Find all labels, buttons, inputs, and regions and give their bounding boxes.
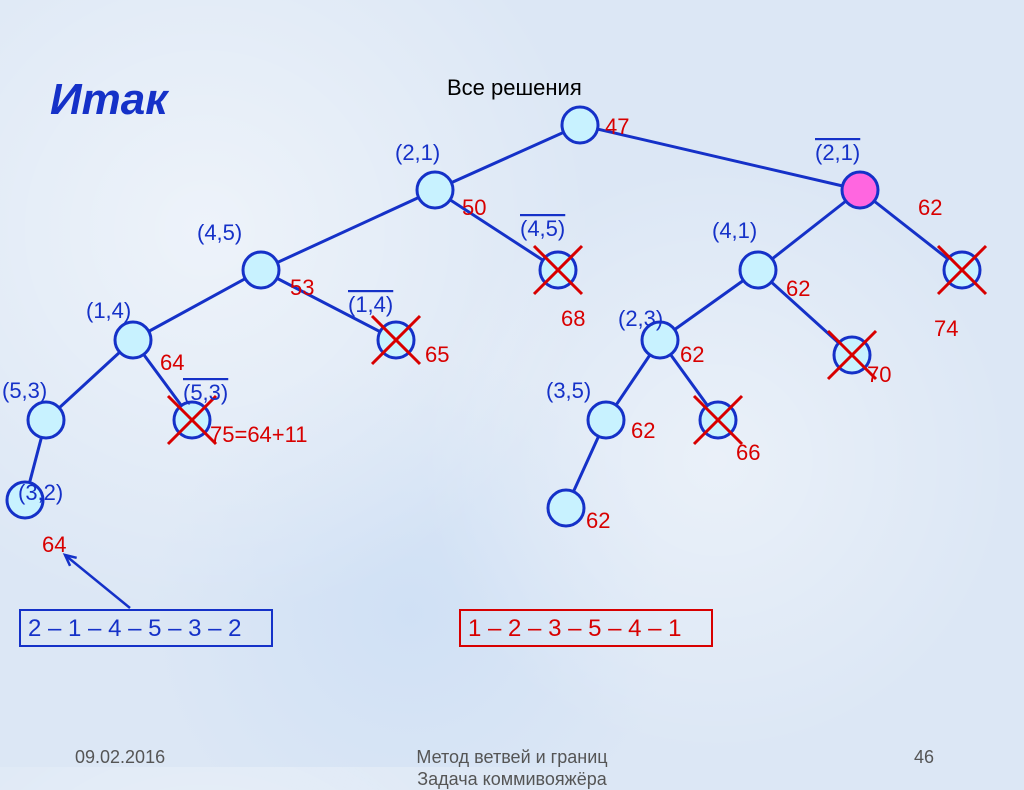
svg-text:65: 65 bbox=[425, 342, 449, 367]
tree-diagram: Все решения 47 (2,1) (2,1) 50 62 (4,5) (4,5) (4,… bbox=[0, 0, 1024, 767]
svg-text:2 – 1 – 4 – 5 – 3 – 2: 2 – 1 – 4 – 5 – 3 – 2 bbox=[28, 615, 242, 642]
svg-text:(5,3): (5,3) bbox=[2, 378, 47, 403]
svg-text:(2,3): (2,3) bbox=[618, 306, 663, 331]
svg-text:Все решения: Все решения bbox=[447, 75, 582, 100]
svg-text:(4,1): (4,1) bbox=[712, 218, 757, 243]
footer-page: 46 bbox=[914, 747, 934, 768]
svg-text:64: 64 bbox=[160, 350, 184, 375]
svg-text:47: 47 bbox=[605, 114, 629, 139]
svg-text:62: 62 bbox=[586, 508, 610, 533]
svg-text:1 – 2 – 3 – 5 – 4 – 1: 1 – 2 – 3 – 5 – 4 – 1 bbox=[468, 615, 682, 642]
svg-text:50: 50 bbox=[462, 195, 486, 220]
svg-text:53: 53 bbox=[290, 275, 314, 300]
svg-text:62: 62 bbox=[918, 195, 942, 220]
svg-text:(5,3): (5,3) bbox=[183, 380, 228, 405]
footer-center: Метод ветвей и границЗадача коммивояжёра bbox=[0, 747, 1024, 790]
svg-text:74: 74 bbox=[934, 316, 958, 341]
svg-text:70: 70 bbox=[867, 362, 891, 387]
svg-text:(2,1): (2,1) bbox=[815, 140, 860, 165]
svg-text:62: 62 bbox=[631, 418, 655, 443]
svg-text:(1,4): (1,4) bbox=[86, 298, 131, 323]
svg-text:66: 66 bbox=[736, 440, 760, 465]
svg-text:62: 62 bbox=[786, 276, 810, 301]
svg-text:(4,5): (4,5) bbox=[197, 220, 242, 245]
svg-text:(1,4): (1,4) bbox=[348, 292, 393, 317]
svg-text:62: 62 bbox=[680, 342, 704, 367]
svg-text:(3,5): (3,5) bbox=[546, 378, 591, 403]
svg-text:(3,2): (3,2) bbox=[18, 480, 63, 505]
svg-text:68: 68 bbox=[561, 306, 585, 331]
svg-text:75=64+11: 75=64+11 bbox=[210, 422, 307, 447]
svg-text:(2,1): (2,1) bbox=[395, 140, 440, 165]
svg-text:(4,5): (4,5) bbox=[520, 216, 565, 241]
